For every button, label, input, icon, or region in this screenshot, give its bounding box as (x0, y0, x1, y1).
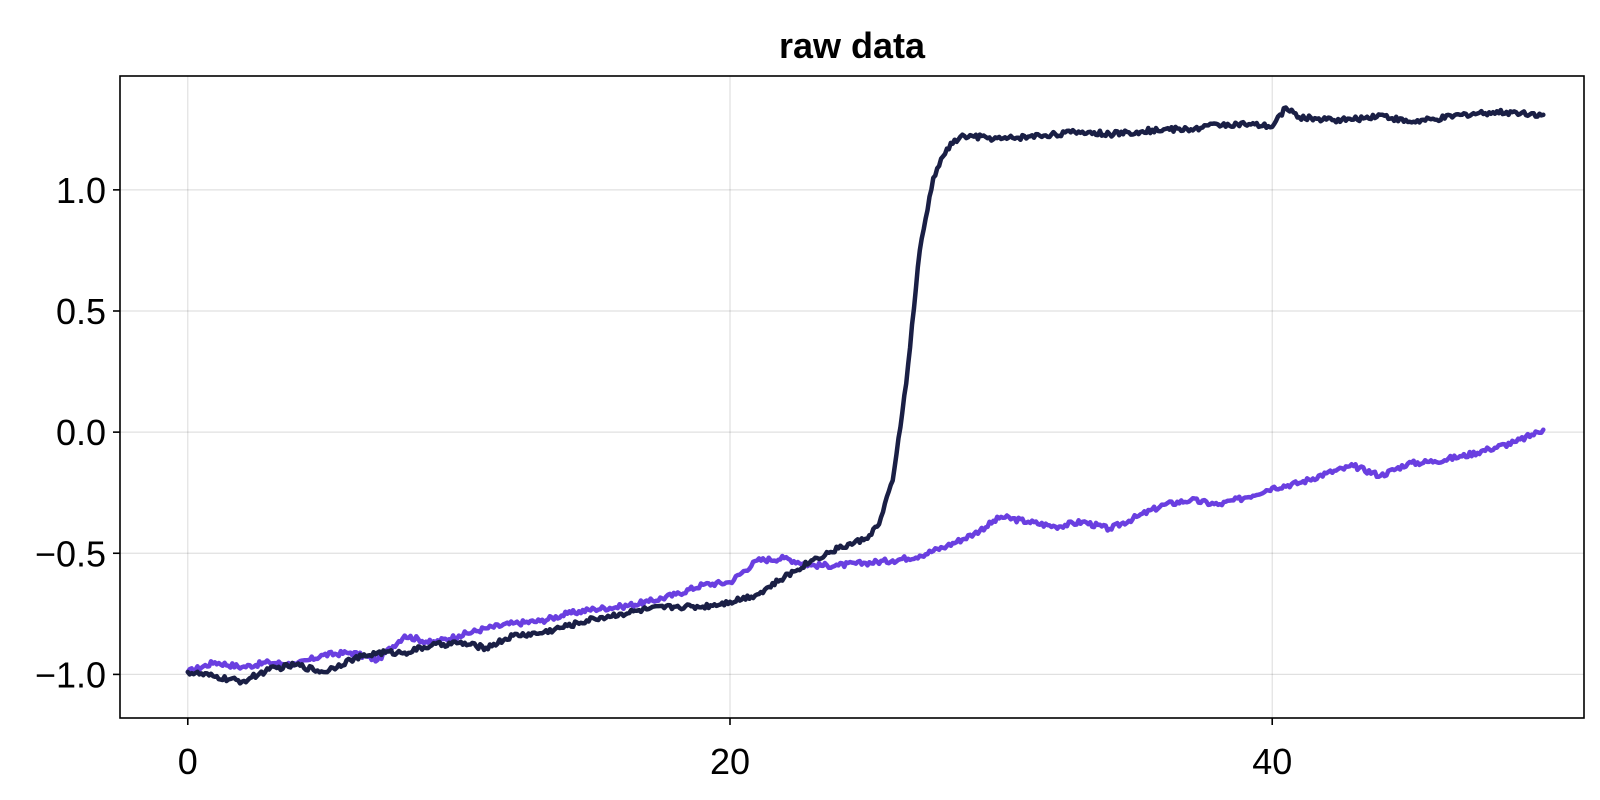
chart-title: raw data (779, 25, 926, 66)
plot-frame (119, 75, 1585, 719)
grid (120, 76, 1584, 718)
y-tick-label: 0.0 (56, 412, 106, 453)
y-tick-label: −0.5 (35, 533, 106, 574)
series-layer (185, 105, 1546, 686)
series-line-1 (185, 427, 1546, 675)
y-tick-label: −1.0 (35, 654, 106, 695)
axis-ticks: 0 20 40 −1.0 −0.5 0.0 0.5 1.0 (35, 170, 1292, 782)
x-tick-label: 40 (1252, 741, 1292, 782)
x-tick-label: 0 (178, 741, 198, 782)
y-tick-label: 1.0 (56, 170, 106, 211)
x-tick-label: 20 (710, 741, 750, 782)
y-tick-label: 0.5 (56, 291, 106, 332)
series-line-2 (185, 105, 1546, 686)
